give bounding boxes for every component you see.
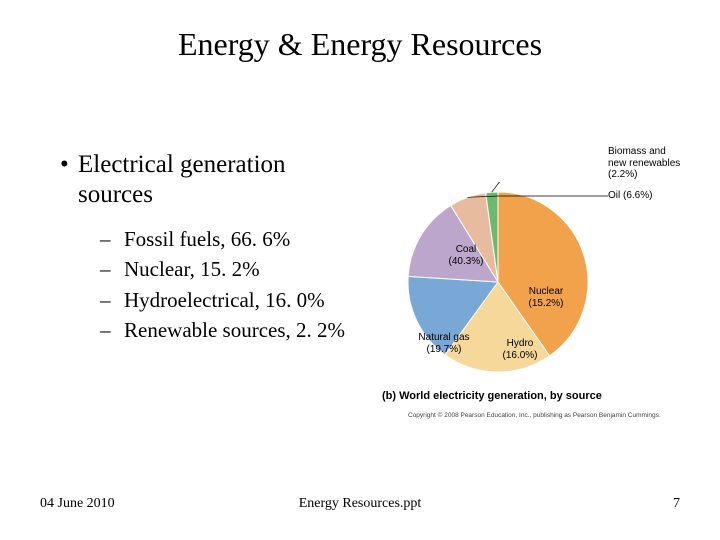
main-bullet-line2: sources — [78, 181, 153, 208]
list-item-label: Hydroelectrical, 16. 0% — [124, 288, 325, 312]
pie-svg: Coal(40.3%) Natural gas(19.7%) Hydro(16.0%… — [398, 182, 720, 402]
slide-title: Energy & Energy Resources — [0, 26, 720, 63]
pie-slice-label: Coal — [456, 244, 477, 255]
bullet-indent — [60, 180, 78, 210]
pie-external-label: Biomass andnew renewables(2.2%) — [608, 146, 680, 181]
dash-icon: – — [100, 254, 124, 284]
list-item-label: Renewable sources, 2. 2% — [124, 318, 345, 342]
chart-caption: (b) World electricity generation, by sou… — [382, 390, 602, 402]
pie-slice-label: Nuclear — [529, 286, 564, 297]
caption-text: World electricity generation, by source — [399, 390, 602, 402]
sub-bullet-list: –Fossil fuels, 66. 6% –Nuclear, 15. 2% –… — [100, 224, 345, 346]
main-bullet-line1: Electrical generation — [78, 151, 286, 178]
caption-prefix: (b) — [382, 390, 399, 402]
list-item: –Fossil fuels, 66. 6% — [100, 224, 345, 254]
pie-slice-pct: (16.0%) — [502, 350, 537, 361]
list-item: –Renewable sources, 2. 2% — [100, 315, 345, 345]
list-item: –Nuclear, 15. 2% — [100, 254, 345, 284]
pie-slice-label: Hydro — [507, 338, 534, 349]
pie-slice-label: Natural gas — [418, 332, 469, 343]
main-bullet: •Electrical generation sources — [60, 150, 286, 210]
leader-line — [492, 182, 608, 192]
pie-slice-pct: (19.7%) — [426, 344, 461, 355]
dash-icon: – — [100, 315, 124, 345]
dash-icon: – — [100, 224, 124, 254]
footer-file: Energy Resources.ppt — [0, 496, 720, 512]
chart-copyright: Copyright © 2008 Pearson Education, Inc.… — [408, 412, 661, 419]
pie-slice-pct: (40.3%) — [448, 256, 483, 267]
list-item: –Hydroelectrical, 16. 0% — [100, 285, 345, 315]
pie-slice-pct: (15.2%) — [528, 298, 563, 309]
list-item-label: Fossil fuels, 66. 6% — [124, 227, 290, 251]
pie-chart: Coal(40.3%) Natural gas(19.7%) Hydro(16.0%… — [378, 140, 708, 400]
footer-page: 7 — [673, 496, 680, 512]
bullet-dot: • — [60, 150, 78, 180]
slide: Energy & Energy Resources •Electrical ge… — [0, 0, 720, 540]
pie-external-label: Oil (6.6%) — [608, 190, 652, 202]
dash-icon: – — [100, 285, 124, 315]
list-item-label: Nuclear, 15. 2% — [124, 257, 260, 281]
